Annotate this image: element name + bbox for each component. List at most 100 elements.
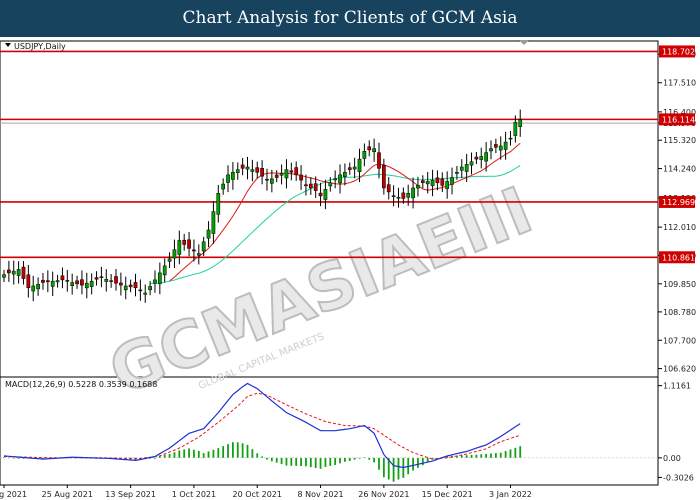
candle[interactable] [474,152,479,165]
candle[interactable] [21,261,26,285]
candle[interactable] [16,261,21,284]
candle[interactable] [60,267,65,289]
candle[interactable] [70,273,75,295]
candle[interactable] [479,147,484,169]
candle[interactable] [425,171,430,194]
candle[interactable] [435,170,440,191]
candle[interactable] [323,179,328,210]
candle[interactable] [104,269,109,292]
candle[interactable] [391,185,396,207]
candle[interactable] [411,177,415,209]
candle[interactable] [299,165,303,190]
candle[interactable] [196,244,201,265]
candle[interactable] [343,163,347,186]
candle[interactable] [157,262,162,295]
candle[interactable] [274,170,279,183]
candle[interactable] [240,157,245,176]
candle[interactable] [347,162,352,175]
candle[interactable] [372,138,376,162]
candle[interactable] [318,182,323,207]
candle[interactable] [211,201,216,245]
candle[interactable] [143,284,148,303]
candle[interactable] [401,187,406,204]
candle[interactable] [84,272,89,299]
candle[interactable] [430,169,435,197]
candle[interactable] [221,178,226,195]
candle[interactable] [41,272,45,290]
candle[interactable] [153,270,157,293]
candle[interactable] [498,136,503,160]
candle[interactable] [80,270,84,295]
candle[interactable] [289,162,294,181]
candle[interactable] [284,159,289,189]
candle[interactable] [469,152,474,175]
candle[interactable] [133,273,138,297]
candle[interactable] [508,130,513,146]
candle[interactable] [94,271,99,286]
candle[interactable] [114,269,118,291]
candle[interactable] [75,275,79,289]
candle[interactable] [31,275,36,302]
candle[interactable] [260,160,264,185]
candle[interactable] [313,176,318,198]
candle[interactable] [2,269,6,282]
candle[interactable] [89,273,94,295]
candle[interactable] [128,279,133,293]
candle[interactable] [265,168,269,191]
candle[interactable] [406,184,411,206]
candle[interactable] [65,269,70,292]
candle[interactable] [231,161,235,190]
candle[interactable] [216,184,221,223]
candle[interactable] [235,162,240,180]
candle[interactable] [138,279,143,301]
candle[interactable] [503,131,508,160]
candle[interactable] [109,273,113,288]
triangle-down-icon[interactable] [5,43,11,47]
candle[interactable] [11,260,16,285]
candle[interactable] [377,142,381,179]
candle[interactable] [294,161,299,181]
candle[interactable] [352,157,357,179]
candle[interactable] [206,221,211,248]
candle[interactable] [518,109,523,137]
candle[interactable] [450,167,454,195]
candle[interactable] [338,164,342,194]
candle[interactable] [382,158,386,195]
candle[interactable] [177,230,182,265]
candle[interactable] [201,236,206,257]
candle[interactable] [455,165,459,180]
candle[interactable] [226,165,230,193]
candle[interactable] [270,169,274,193]
candle[interactable] [36,277,40,296]
candle[interactable] [7,260,11,282]
candle[interactable] [26,265,31,298]
candle[interactable] [489,140,493,160]
candle[interactable] [45,270,50,293]
candle[interactable] [123,276,128,300]
candle[interactable] [167,252,172,269]
candle[interactable] [245,156,250,180]
candle[interactable] [172,239,177,269]
candle[interactable] [420,175,425,189]
candle[interactable] [50,271,55,296]
candle[interactable] [192,239,196,262]
candle[interactable] [187,231,191,257]
candle[interactable] [357,148,362,183]
candle[interactable] [148,281,152,296]
candle[interactable] [416,176,420,197]
candle[interactable] [386,177,391,200]
candle[interactable] [440,172,445,193]
candle[interactable] [279,164,284,185]
candle[interactable] [362,143,367,167]
candle[interactable] [55,274,60,288]
candle[interactable] [182,233,187,251]
candle[interactable] [464,153,469,182]
candle[interactable] [250,159,255,182]
candle[interactable] [445,171,450,199]
candle[interactable] [328,177,333,192]
candle[interactable] [513,115,518,143]
candle[interactable] [255,161,260,179]
candle[interactable] [162,258,167,283]
candle[interactable] [484,142,488,172]
candle[interactable] [304,174,308,196]
